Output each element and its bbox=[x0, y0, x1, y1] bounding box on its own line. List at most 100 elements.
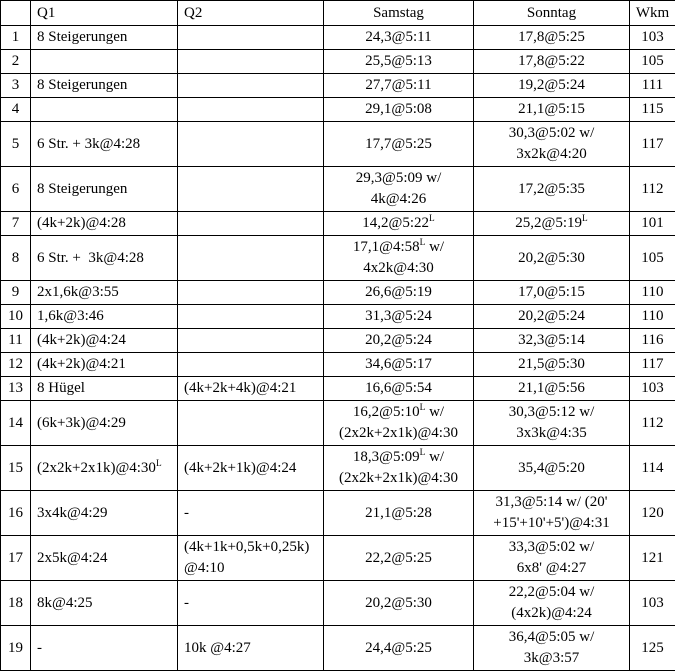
wkm-cell: 110 bbox=[630, 305, 675, 329]
header-sonntag: Sonntag bbox=[474, 1, 630, 26]
q2-cell: (4k+2k+4k)@4:21 bbox=[178, 377, 324, 401]
samstag-cell: 20,2@5:24 bbox=[324, 329, 474, 353]
wkm-cell: 103 bbox=[630, 581, 675, 626]
q1-cell: 8 Steigerungen bbox=[31, 74, 178, 98]
samstag-cell: 29,3@5:09 w/4k@4:26 bbox=[324, 167, 474, 212]
q2-cell bbox=[178, 329, 324, 353]
wkm-cell: 112 bbox=[630, 167, 675, 212]
wkm-cell: 116 bbox=[630, 329, 675, 353]
row-number-cell: 6 bbox=[1, 167, 31, 212]
q1-cell: (4k+2k)@4:21 bbox=[31, 353, 178, 377]
wkm-cell: 117 bbox=[630, 122, 675, 167]
q1-cell bbox=[31, 98, 178, 122]
row-number-cell: 16 bbox=[1, 491, 31, 536]
superscript-l: L bbox=[420, 238, 426, 248]
q2-cell bbox=[178, 50, 324, 74]
q2-cell bbox=[178, 281, 324, 305]
q1-cell: (2x2k+2x1k)@4:30L bbox=[31, 446, 178, 491]
samstag-cell: 18,3@5:09L w/(2x2k+2x1k)@4:30 bbox=[324, 446, 474, 491]
samstag-cell: 34,6@5:17 bbox=[324, 353, 474, 377]
header-wkm: Wkm bbox=[630, 1, 675, 26]
q1-cell: 2x1,6k@3:55 bbox=[31, 281, 178, 305]
q1-cell: 6 Str. + 3k@4:28 bbox=[31, 236, 178, 281]
q2-cell bbox=[178, 401, 324, 446]
row-number-cell: 9 bbox=[1, 281, 31, 305]
q2-cell: (4k+2k+1k)@4:24 bbox=[178, 446, 324, 491]
q1-cell: 8k@4:25 bbox=[31, 581, 178, 626]
header-row-number bbox=[1, 1, 31, 26]
wkm-cell: 103 bbox=[630, 377, 675, 401]
row-number-cell: 14 bbox=[1, 401, 31, 446]
sonntag-cell: 17,8@5:22 bbox=[474, 50, 630, 74]
sonntag-cell: 21,5@5:30 bbox=[474, 353, 630, 377]
row-number-cell: 17 bbox=[1, 536, 31, 581]
samstag-cell: 25,5@5:13 bbox=[324, 50, 474, 74]
samstag-cell: 29,1@5:08 bbox=[324, 98, 474, 122]
sonntag-cell: 17,8@5:25 bbox=[474, 26, 630, 50]
samstag-cell: 20,2@5:30 bbox=[324, 581, 474, 626]
q1-cell: 6 Str. + 3k@4:28 bbox=[31, 122, 178, 167]
q2-cell bbox=[178, 74, 324, 98]
q2-cell bbox=[178, 26, 324, 50]
samstag-cell: 14,2@5:22L bbox=[324, 212, 474, 236]
sonntag-cell: 20,2@5:30 bbox=[474, 236, 630, 281]
wkm-cell: 114 bbox=[630, 446, 675, 491]
sonntag-cell: 22,2@5:04 w/(4x2k)@4:24 bbox=[474, 581, 630, 626]
row-number-cell: 7 bbox=[1, 212, 31, 236]
header-q2: Q2 bbox=[178, 1, 324, 26]
wkm-cell: 117 bbox=[630, 353, 675, 377]
q2-cell bbox=[178, 122, 324, 167]
header-row: Q1 Q2 Samstag Sonntag Wkm bbox=[1, 1, 675, 26]
q2-cell: - bbox=[178, 491, 324, 536]
row-number-cell: 1 bbox=[1, 26, 31, 50]
q1-cell bbox=[31, 50, 178, 74]
superscript-l: L bbox=[156, 459, 162, 469]
sonntag-cell: 21,1@5:15 bbox=[474, 98, 630, 122]
q1-cell: (4k+2k)@4:28 bbox=[31, 212, 178, 236]
sonntag-cell: 20,2@5:24 bbox=[474, 305, 630, 329]
sonntag-cell: 32,3@5:14 bbox=[474, 329, 630, 353]
row-number-cell: 2 bbox=[1, 50, 31, 74]
superscript-l: L bbox=[420, 448, 426, 458]
q1-cell: 8 Hügel bbox=[31, 377, 178, 401]
header-samstag: Samstag bbox=[324, 1, 474, 26]
sonntag-cell: 35,4@5:20 bbox=[474, 446, 630, 491]
sonntag-cell: 25,2@5:19L bbox=[474, 212, 630, 236]
q2-cell bbox=[178, 236, 324, 281]
q2-cell bbox=[178, 167, 324, 212]
superscript-l: L bbox=[429, 214, 435, 224]
row-number-cell: 18 bbox=[1, 581, 31, 626]
row-number-cell: 15 bbox=[1, 446, 31, 491]
sonntag-cell: 30,3@5:02 w/3x2k@4:20 bbox=[474, 122, 630, 167]
samstag-cell: 27,7@5:11 bbox=[324, 74, 474, 98]
superscript-l: L bbox=[582, 214, 588, 224]
q2-cell bbox=[178, 98, 324, 122]
wkm-cell: 105 bbox=[630, 236, 675, 281]
samstag-cell: 22,2@5:25 bbox=[324, 536, 474, 581]
row-number-cell: 3 bbox=[1, 74, 31, 98]
wkm-cell: 110 bbox=[630, 281, 675, 305]
q1-cell: (6k+3k)@4:29 bbox=[31, 401, 178, 446]
wkm-cell: 120 bbox=[630, 491, 675, 536]
samstag-cell: 16,6@5:54 bbox=[324, 377, 474, 401]
sonntag-cell: 19,2@5:24 bbox=[474, 74, 630, 98]
header-q1: Q1 bbox=[31, 1, 178, 26]
sonntag-cell: 17,2@5:35 bbox=[474, 167, 630, 212]
sonntag-cell: 33,3@5:02 w/6x8' @4:27 bbox=[474, 536, 630, 581]
row-number-cell: 11 bbox=[1, 329, 31, 353]
q2-cell bbox=[178, 212, 324, 236]
